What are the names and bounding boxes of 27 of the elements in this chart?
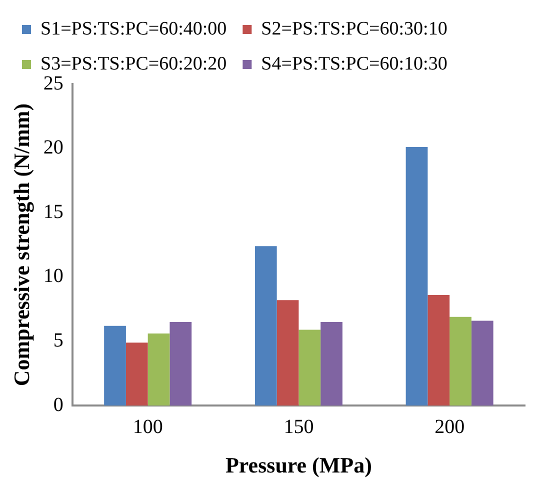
y-tick-label: 0 bbox=[53, 394, 64, 416]
bar bbox=[450, 316, 472, 406]
y-tick-label: 20 bbox=[43, 136, 64, 159]
bar bbox=[320, 322, 342, 406]
bar bbox=[148, 334, 170, 406]
y-tick-label: 5 bbox=[53, 330, 64, 352]
legend-label: S2=PS:TS:PC=60:30:10 bbox=[261, 18, 448, 40]
x-tick-label: 100 bbox=[132, 416, 163, 438]
y-tick-label: 10 bbox=[43, 265, 64, 288]
y-axis-title: Compressive strength (N/mm) bbox=[8, 103, 34, 386]
bar bbox=[126, 342, 148, 406]
x-axis-title: Pressure (MPa) bbox=[225, 452, 372, 478]
y-tick-label: 25 bbox=[43, 72, 64, 94]
legend-label: S4=PS:TS:PC=60:10:30 bbox=[261, 53, 448, 74]
legend-label: S1=PS:TS:PC=60:40:00 bbox=[40, 18, 227, 40]
bar bbox=[471, 320, 494, 406]
x-tick-label: 150 bbox=[284, 416, 314, 438]
x-tick-label: 200 bbox=[434, 416, 465, 438]
bar bbox=[428, 294, 450, 406]
bar bbox=[254, 246, 277, 406]
bar bbox=[104, 326, 126, 406]
bar bbox=[170, 322, 192, 406]
bar bbox=[406, 147, 428, 406]
bar bbox=[298, 330, 321, 406]
bar bbox=[276, 300, 299, 406]
legend-label: S3=PS:TS:PC=60:20:20 bbox=[40, 53, 227, 74]
y-tick-label: 15 bbox=[43, 200, 64, 223]
